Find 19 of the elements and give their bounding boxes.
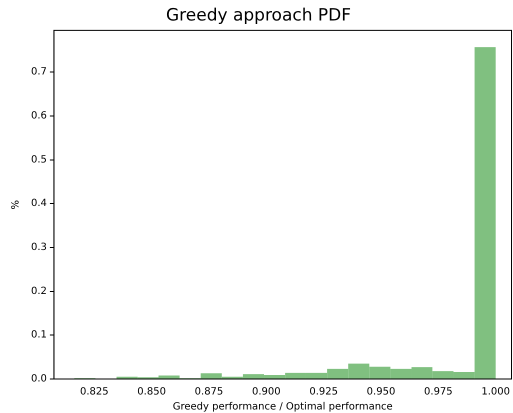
y-axis-title: % (10, 200, 22, 210)
y-tick-label: 0.3 (30, 242, 47, 254)
x-tick-label: 0.875 (194, 386, 224, 398)
y-tick-label: 0.7 (30, 66, 47, 78)
x-tick-label: 0.900 (252, 386, 281, 398)
chart-title: Greedy approach PDF (166, 6, 352, 26)
y-tick-label: 0.5 (30, 154, 47, 166)
x-tick-label: 0.925 (309, 386, 338, 398)
y-tick-label: 0.1 (30, 330, 47, 341)
y-tick-label: 0.4 (30, 198, 47, 210)
y-tick-label: 0.6 (30, 110, 47, 122)
y-tick-label: 0.0 (30, 374, 47, 385)
x-tick-label: 1.000 (481, 386, 510, 398)
x-tick-label: 0.825 (80, 386, 109, 398)
x-tick-label: 0.950 (366, 386, 396, 398)
x-tick-label: 0.850 (137, 386, 166, 398)
x-tick-label: 0.975 (424, 386, 453, 398)
x-axis-title: Greedy performance / Optimal performance (172, 402, 393, 413)
y-tick-label: 0.2 (30, 286, 47, 297)
